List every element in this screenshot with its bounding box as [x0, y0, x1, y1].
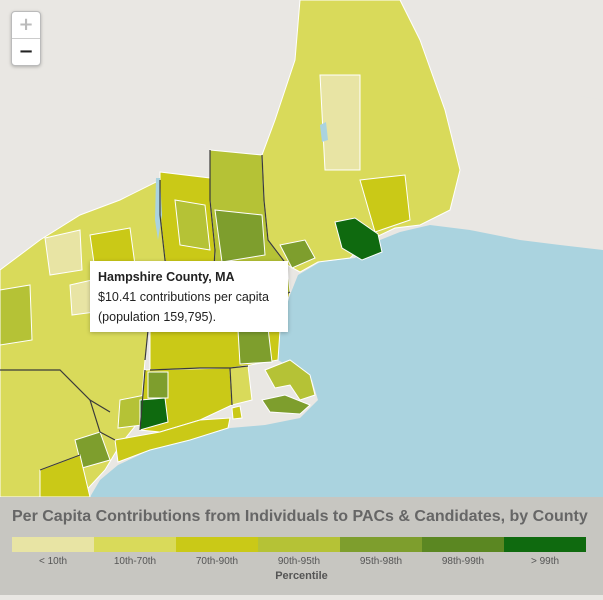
- ny-county-low-1: [44, 229, 83, 276]
- zoom-out-button[interactable]: −: [12, 38, 40, 65]
- legend-swatch: [340, 537, 422, 552]
- zoom-in-button[interactable]: +: [18, 14, 34, 35]
- legend-label: < 10th: [38, 556, 68, 567]
- legend-panel: Per Capita Contributions from Individual…: [0, 497, 603, 595]
- maine-county-coast: [279, 239, 316, 269]
- legend-title: Per Capita Contributions from Individual…: [12, 508, 588, 525]
- legend-color-bar: [12, 537, 586, 552]
- ct-county-mid: [147, 371, 169, 399]
- long-island: [114, 417, 231, 463]
- island-small: [231, 405, 243, 420]
- legend-swatch: [504, 537, 586, 552]
- legend-label: 98th-99th: [441, 556, 485, 567]
- legend-label: > 99th: [530, 556, 560, 567]
- legend-label: 10th-70th: [113, 556, 157, 567]
- maine-county-hancock: [359, 174, 411, 233]
- ma-county-high: [237, 327, 273, 365]
- legend-swatch: [94, 537, 176, 552]
- legend-label: 70th-90th: [195, 556, 239, 567]
- nova-scotia-land: [470, 110, 603, 232]
- tooltip-title: Hampshire County, MA: [98, 270, 235, 284]
- pei-land: [560, 70, 603, 100]
- legend-caption: Percentile: [275, 570, 328, 582]
- legend-swatch: [258, 537, 340, 552]
- zoom-control: + −: [11, 11, 41, 66]
- maine-lake: [320, 122, 328, 142]
- atlantic-ocean: [90, 225, 603, 497]
- ny-county-mid-2: [0, 284, 33, 346]
- tooltip-value: $10.41 contributions per capita: [98, 290, 269, 304]
- legend-label: 90th-95th: [277, 556, 321, 567]
- rhode-island-state: [229, 365, 253, 406]
- legend-swatch: [12, 537, 94, 552]
- cape-cod: [264, 359, 316, 401]
- legend-swatch: [176, 537, 258, 552]
- legend-swatch: [422, 537, 504, 552]
- maine-county-high: [334, 217, 383, 261]
- vt-county-mid: [174, 199, 211, 251]
- ct-county-top: [139, 397, 169, 431]
- legend-labels: < 10th 10th-70th 70th-90th 90th-95th 95t…: [12, 556, 586, 567]
- nh-county-high: [214, 209, 266, 263]
- tooltip-population: (population 159,795).: [98, 310, 217, 324]
- cape-islands: [261, 394, 311, 415]
- legend-label: 95th-98th: [359, 556, 403, 567]
- county-tooltip: Hampshire County, MA $10.41 contribution…: [90, 261, 288, 332]
